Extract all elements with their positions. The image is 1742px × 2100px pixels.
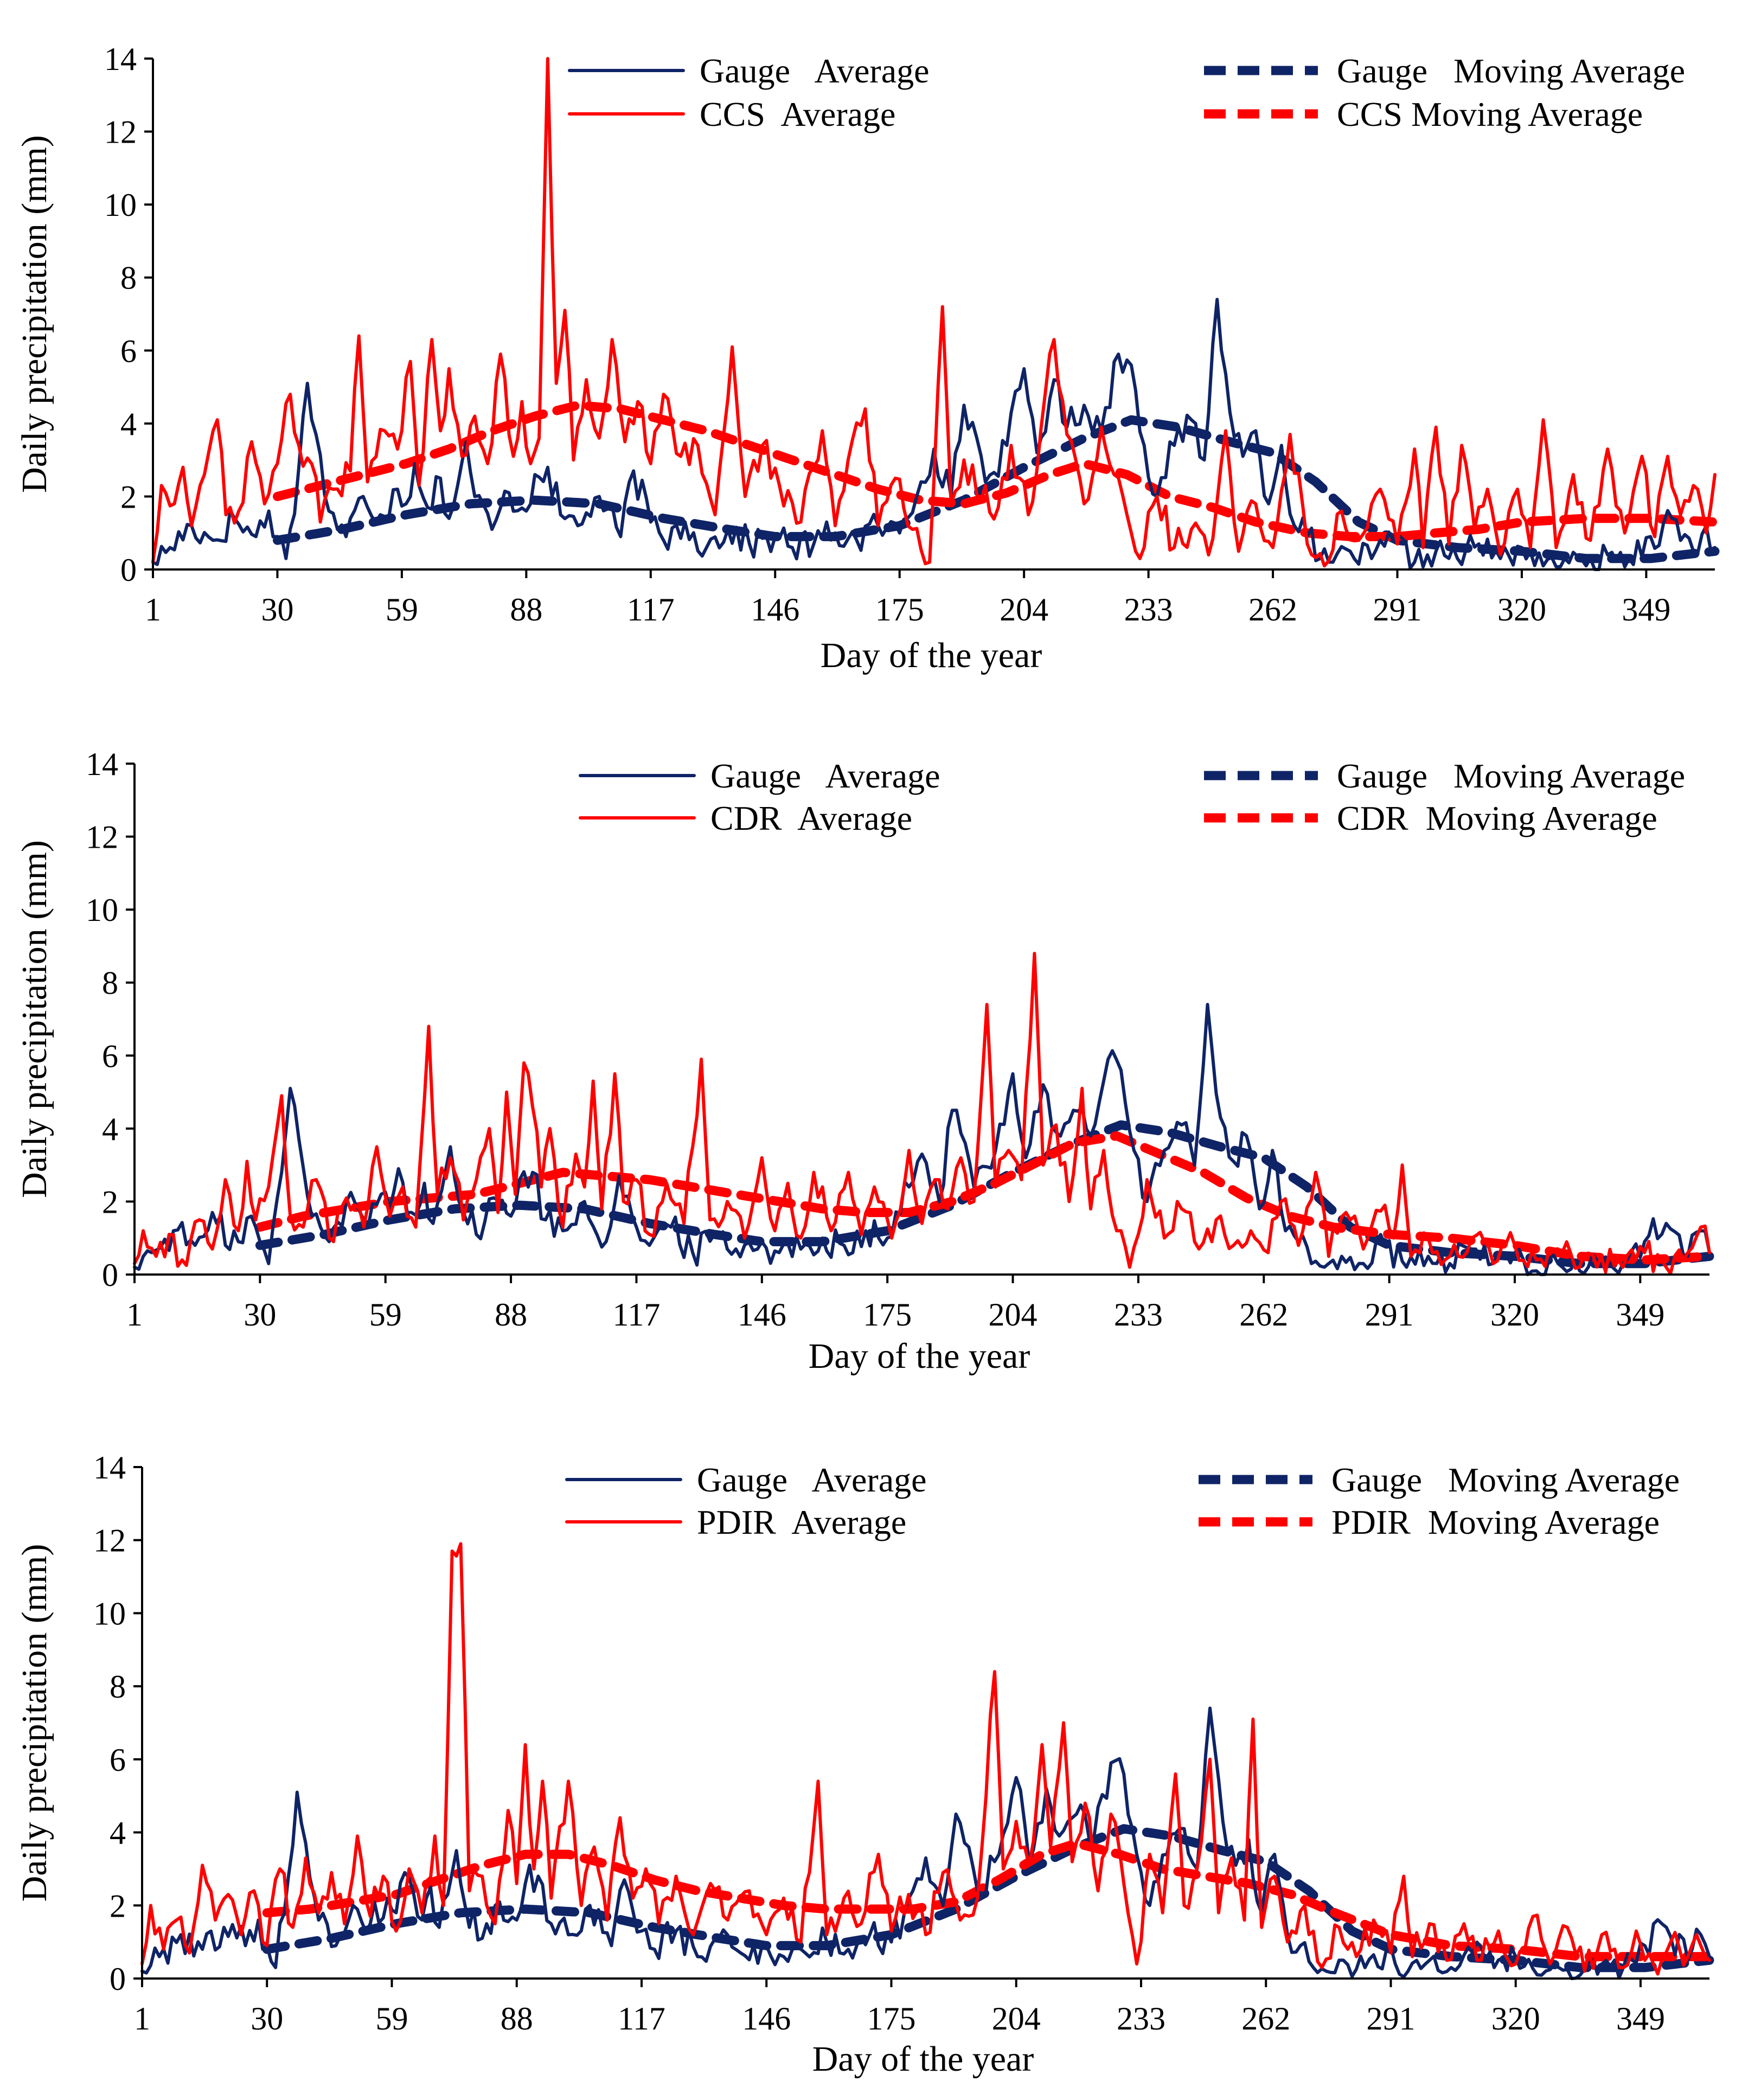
x-tick-label: 30 bbox=[261, 592, 293, 628]
y-tick-label: 14 bbox=[93, 1450, 126, 1486]
y-tick-label: 12 bbox=[86, 819, 118, 855]
x-tick-label: 88 bbox=[510, 592, 542, 628]
legend: Gauge Average CDR Average Gauge Moving Ave… bbox=[579, 757, 1685, 837]
series-line-1 bbox=[140, 1706, 1711, 1980]
x-axis-title: Day of the year bbox=[809, 1336, 1030, 1376]
y-tick-label: 0 bbox=[102, 1257, 118, 1293]
legend-label-2: CCS Average bbox=[700, 95, 895, 133]
x-tick-label: 59 bbox=[369, 1297, 402, 1333]
y-tick-label: 12 bbox=[104, 114, 137, 150]
y-axis-title: Daily precipitation (mm) bbox=[15, 135, 54, 493]
y-tick-label: 14 bbox=[86, 746, 118, 782]
x-tick-label: 233 bbox=[1124, 592, 1173, 628]
y-tick-label: 4 bbox=[102, 1111, 118, 1147]
y-tick-label: 6 bbox=[102, 1038, 118, 1074]
x-tick-label: 175 bbox=[875, 592, 924, 628]
y-tick-label: 8 bbox=[102, 965, 118, 1001]
x-tick-label: 175 bbox=[867, 2001, 915, 2037]
x-tick-label: 262 bbox=[1239, 1297, 1288, 1333]
series-line-2 bbox=[140, 1542, 1711, 1976]
legend: Gauge Average PDIR Average Gauge Moving Av… bbox=[565, 1461, 1680, 1541]
x-tick-label: 175 bbox=[863, 1297, 912, 1333]
legend-label-2: CDR Average bbox=[710, 799, 912, 837]
y-tick-label: 10 bbox=[104, 187, 137, 223]
series-line-3 bbox=[262, 1824, 1714, 1973]
x-tick-label: 320 bbox=[1497, 592, 1546, 628]
legend: Gauge Average CCS Average Gauge Moving Ave… bbox=[568, 52, 1685, 133]
x-tick-label: 349 bbox=[1622, 592, 1670, 628]
x-tick-label: 291 bbox=[1373, 592, 1422, 628]
x-tick-label: 204 bbox=[989, 1297, 1037, 1333]
series-line-2 bbox=[133, 951, 1711, 1276]
y-tick-label: 12 bbox=[93, 1523, 126, 1559]
x-tick-label: 146 bbox=[738, 1297, 786, 1333]
chart-panel-3: 0 2 4 6 8 10 12 14 1 30 59 88 117 146 175 204 233 262 291 3… bbox=[15, 1450, 1714, 2079]
legend-label-4: CDR Moving Average bbox=[1337, 799, 1657, 837]
chart-panel-1: 0 2 4 6 8 10 12 14 1 30 59 88 117 146 175 204 233 262 291 3… bbox=[15, 41, 1720, 675]
x-tick-label: 204 bbox=[1000, 592, 1048, 628]
x-tick-label: 349 bbox=[1616, 1297, 1664, 1333]
y-tick-label: 2 bbox=[110, 1888, 126, 1924]
x-tick-label: 1 bbox=[126, 1297, 143, 1333]
x-tick-label: 291 bbox=[1366, 2001, 1415, 2037]
x-tick-label: 1 bbox=[145, 592, 161, 628]
x-tick-label: 30 bbox=[244, 1297, 276, 1333]
y-tick-label: 6 bbox=[120, 333, 137, 369]
legend-label-1: Gauge Average bbox=[710, 757, 940, 795]
x-tick-label: 262 bbox=[1241, 2001, 1290, 2037]
y-tick-label: 8 bbox=[110, 1669, 126, 1705]
series-line-1 bbox=[133, 1003, 1711, 1276]
chart-panel-2: 0 2 4 6 8 10 12 14 1 30 59 88 117 146 175 204 233 262 291 3… bbox=[15, 746, 1714, 1376]
y-tick-label: 0 bbox=[120, 552, 137, 588]
y-tick-label: 4 bbox=[110, 1815, 126, 1851]
x-tick-label: 233 bbox=[1114, 1297, 1163, 1333]
y-tick-label: 8 bbox=[120, 260, 137, 296]
x-tick-label: 291 bbox=[1365, 1297, 1414, 1333]
y-axis-title: Daily precipitation (mm) bbox=[15, 1544, 54, 1902]
y-tick-label: 10 bbox=[93, 1596, 126, 1631]
x-tick-label: 59 bbox=[375, 2001, 408, 2037]
legend-label-1: Gauge Average bbox=[697, 1461, 927, 1499]
x-tick-label: 320 bbox=[1490, 1297, 1539, 1333]
series-line-4 bbox=[255, 1131, 1714, 1265]
legend-label-3: Gauge Moving Average bbox=[1331, 1461, 1680, 1499]
y-tick-label: 14 bbox=[104, 41, 137, 77]
x-axis-title: Day of the year bbox=[821, 636, 1042, 675]
x-tick-label: 233 bbox=[1117, 2001, 1165, 2037]
y-axis-title: Daily precipitation (mm) bbox=[15, 840, 54, 1198]
legend-label-3: Gauge Moving Average bbox=[1337, 757, 1685, 795]
series-line-2 bbox=[151, 57, 1717, 568]
x-tick-label: 117 bbox=[618, 2001, 665, 2037]
legend-label-1: Gauge Average bbox=[700, 52, 930, 90]
legend-label-3: Gauge Moving Average bbox=[1337, 52, 1685, 90]
y-tick-label: 4 bbox=[120, 406, 137, 442]
x-tick-label: 117 bbox=[627, 592, 675, 628]
x-tick-label: 146 bbox=[751, 592, 799, 628]
y-tick-label: 6 bbox=[110, 1742, 126, 1778]
x-axis-title: Day of the year bbox=[812, 2039, 1034, 2079]
x-tick-label: 117 bbox=[613, 1297, 661, 1333]
x-tick-label: 204 bbox=[992, 2001, 1041, 2037]
series-line-4 bbox=[262, 1839, 1714, 1962]
x-tick-label: 262 bbox=[1248, 592, 1297, 628]
y-tick-label: 0 bbox=[110, 1961, 126, 1997]
x-tick-label: 320 bbox=[1491, 2001, 1540, 2037]
y-tick-label: 2 bbox=[102, 1184, 118, 1220]
x-tick-label: 1 bbox=[134, 2001, 150, 2037]
legend-label-4: PDIR Moving Average bbox=[1331, 1503, 1660, 1541]
y-tick-label: 10 bbox=[86, 892, 118, 928]
x-tick-label: 30 bbox=[251, 2001, 283, 2037]
x-tick-label: 88 bbox=[495, 1297, 527, 1333]
legend-label-4: CCS Moving Average bbox=[1337, 95, 1643, 133]
x-tick-label: 146 bbox=[742, 2001, 791, 2037]
y-tick-label: 2 bbox=[120, 479, 137, 515]
x-tick-label: 59 bbox=[386, 592, 418, 628]
legend-label-2: PDIR Average bbox=[697, 1503, 906, 1541]
series-line-3 bbox=[273, 415, 1720, 564]
x-tick-label: 88 bbox=[501, 2001, 533, 2037]
x-tick-label: 349 bbox=[1616, 2001, 1665, 2037]
